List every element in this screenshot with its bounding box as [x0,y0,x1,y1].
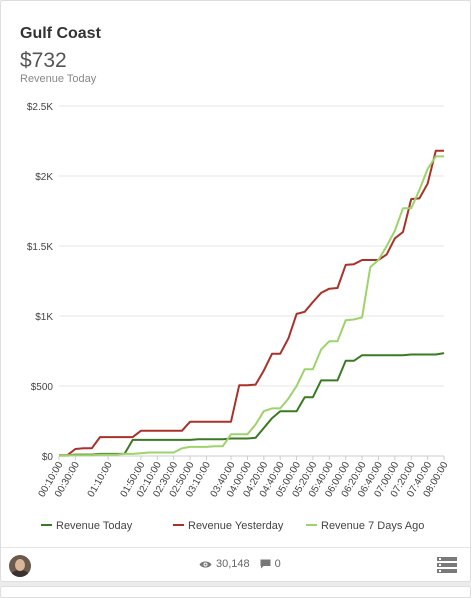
y-tick-label: $1.5K [27,242,53,253]
view-count: 30,148 [216,558,250,570]
series-line [59,352,445,457]
card-title[interactable]: Gulf Coast [20,25,101,42]
y-tick-label: $0 [42,452,54,463]
y-tick-label: $500 [31,382,54,393]
legend-label: Revenue Today [56,520,133,532]
next-card-edge [0,586,471,598]
metric-value: $732 [20,49,67,72]
y-tick-label: $1K [35,312,53,323]
series-line [59,155,444,457]
card-footer: 30,148 0 [1,547,470,582]
legend-label: Revenue Yesterday [188,520,284,532]
dashboard-card: Gulf Coast $732 Revenue Today $0 $500 $1K $… [0,0,471,582]
list-menu-icon[interactable] [437,557,457,573]
eye-icon [199,561,212,567]
card-stats: 30,148 0 [199,558,291,570]
legend-label: Revenue 7 Days Ago [321,520,424,532]
x-tick-label: 01:10:00 [86,460,115,500]
comment-count: 0 [274,558,281,570]
y-tick-label: $2K [35,172,53,183]
avatar[interactable] [9,555,31,577]
y-tick-label: $2.5K [27,102,53,113]
series-line [59,149,444,457]
comment-icon [260,559,271,569]
metric-subtitle: Revenue Today [20,73,97,85]
